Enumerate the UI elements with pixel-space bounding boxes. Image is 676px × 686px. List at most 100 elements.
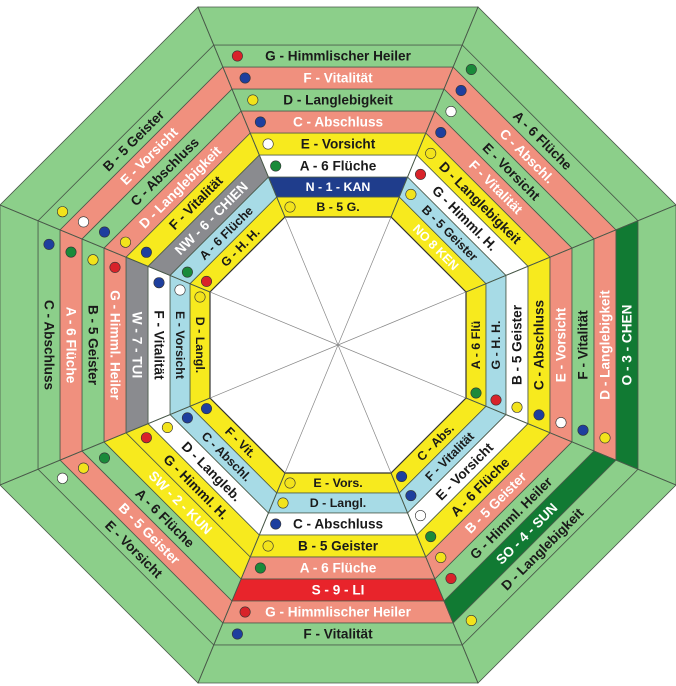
label-o-2: B - 5 Geister: [510, 304, 525, 385]
dot-green-sw-5: [99, 452, 111, 464]
band-s-outer: [197, 644, 479, 684]
sector-divider: [465, 397, 676, 486]
dot-white-n-3: [262, 138, 274, 150]
label-n-5: D - Langlebigkeit: [283, 93, 393, 108]
dot-green-o-0: [470, 387, 482, 399]
center-spoke: [337, 344, 467, 399]
label-o-3: C - Abschluss: [532, 300, 547, 390]
center-spoke: [337, 216, 392, 346]
label-o-6: D - Langlebigkeit: [598, 290, 613, 400]
dot-yellow-sw-2: [161, 421, 173, 433]
dot-green-no-7: [465, 64, 477, 76]
dot-yellow-no-1: [405, 188, 417, 200]
dot-green-s-4: [254, 562, 266, 574]
dot-yellow-w-5: [87, 254, 99, 266]
label-o-4: E - Vorsicht: [554, 307, 569, 382]
label-o-7: O - 3 - CHEN: [620, 305, 635, 386]
label-n-4: C - Abschluss: [293, 115, 383, 130]
dot-yellow-s-0: [284, 477, 296, 489]
dot-red-nw-0: [201, 275, 213, 287]
dot-blue-s-2: [270, 518, 282, 530]
label-n-3: E - Vorsicht: [301, 137, 376, 152]
dot-yellow-nw-7: [56, 206, 68, 218]
dot-yellow-n-0: [284, 201, 296, 213]
dot-blue-o-3: [533, 409, 545, 421]
dot-white-w-1: [174, 284, 186, 296]
label-s-5: S - 9 - LI: [312, 583, 365, 598]
sector-divider: [0, 397, 211, 486]
dot-yellow-o-2: [511, 401, 523, 413]
dot-yellow-s-3: [262, 540, 274, 552]
dot-yellow-s-1: [277, 497, 289, 509]
label-n-7: G - Himmlischer Heiler: [265, 49, 412, 64]
dot-blue-n-4: [254, 116, 266, 128]
dot-blue-s-7: [231, 628, 243, 640]
label-w-3: W - 7 - TUI: [130, 312, 145, 378]
center-octagon: [209, 216, 467, 474]
band-n-outer: [197, 6, 479, 46]
label-n-6: F - Vitalität: [303, 71, 373, 86]
dot-blue-so-0: [396, 470, 408, 482]
dot-yellow-w-0: [194, 291, 206, 303]
dot-yellow-nw-4: [120, 236, 132, 248]
label-o-5: F - Vitalität: [576, 310, 591, 380]
dot-red-so-5: [445, 572, 457, 584]
label-w-2: F - Vitalität: [152, 310, 167, 380]
label-w-0: D - Langl.: [193, 317, 207, 373]
dot-white-nw-6: [78, 216, 90, 228]
sector-divider: [390, 6, 479, 218]
dot-blue-nw-3: [140, 246, 152, 258]
dot-green-nw-1: [181, 266, 193, 278]
label-n-0: B - 5 G.: [316, 200, 359, 214]
band-o-outer: [637, 204, 676, 486]
dot-blue-o-5: [577, 424, 589, 436]
sector-divider: [197, 472, 286, 684]
label-w-5: B - 5 Geister: [86, 305, 101, 386]
label-w-1: E - Vorsicht: [173, 311, 187, 379]
dot-red-sw-3: [140, 432, 152, 444]
label-s-4: A - 6 Flüche: [300, 561, 377, 576]
dot-red-n-7: [231, 50, 243, 62]
dot-yellow-so-7: [465, 614, 477, 626]
center-spoke: [337, 291, 467, 346]
dot-white-no-5: [445, 106, 457, 118]
label-w-6: A - 6 Flüche: [64, 307, 79, 384]
color-dots: [43, 50, 611, 640]
center-spoke: [284, 216, 339, 346]
dot-blue-sw-1: [181, 412, 193, 424]
label-o-1: G - H. H.: [489, 321, 503, 370]
label-w-4: G - Himml. Heiler: [108, 290, 123, 400]
label-s-7: F - Vitalität: [303, 627, 373, 642]
dot-red-no-2: [414, 168, 426, 180]
label-o-0: A - 6 Flü: [469, 321, 483, 369]
sector-divider: [0, 204, 211, 293]
dot-blue-n-6: [239, 72, 251, 84]
dot-yellow-no-3: [425, 147, 437, 159]
label-s-3: B - 5 Geister: [298, 539, 379, 554]
label-s-2: C - Abschluss: [293, 517, 383, 532]
sector-divider: [390, 472, 479, 684]
dot-white-sw-7: [56, 472, 68, 484]
label-n-2: A - 6 Flüche: [300, 159, 377, 174]
label-n-1: N - 1 - KAN: [306, 180, 371, 194]
dot-blue-so-1: [405, 490, 417, 502]
dot-white-so-2: [414, 510, 426, 522]
dot-yellow-sw-6: [78, 462, 90, 474]
center-spoke: [337, 344, 392, 474]
dot-red-w-4: [109, 261, 121, 273]
dot-blue-nw-5: [99, 226, 111, 238]
center-spoke: [209, 291, 339, 346]
label-s-0: E - Vors.: [313, 476, 362, 490]
dot-blue-no-4: [435, 127, 447, 139]
dot-blue-sw-0: [201, 403, 213, 415]
band-w-outer: [0, 204, 39, 486]
divider-lines: [0, 6, 676, 684]
sector-divider: [465, 204, 676, 293]
dot-red-s-6: [239, 606, 251, 618]
dot-yellow-o-6: [599, 432, 611, 444]
dot-green-w-6: [65, 246, 77, 258]
dot-white-o-4: [555, 417, 567, 429]
dot-yellow-so-4: [435, 551, 447, 563]
dot-blue-w-7: [43, 238, 55, 250]
